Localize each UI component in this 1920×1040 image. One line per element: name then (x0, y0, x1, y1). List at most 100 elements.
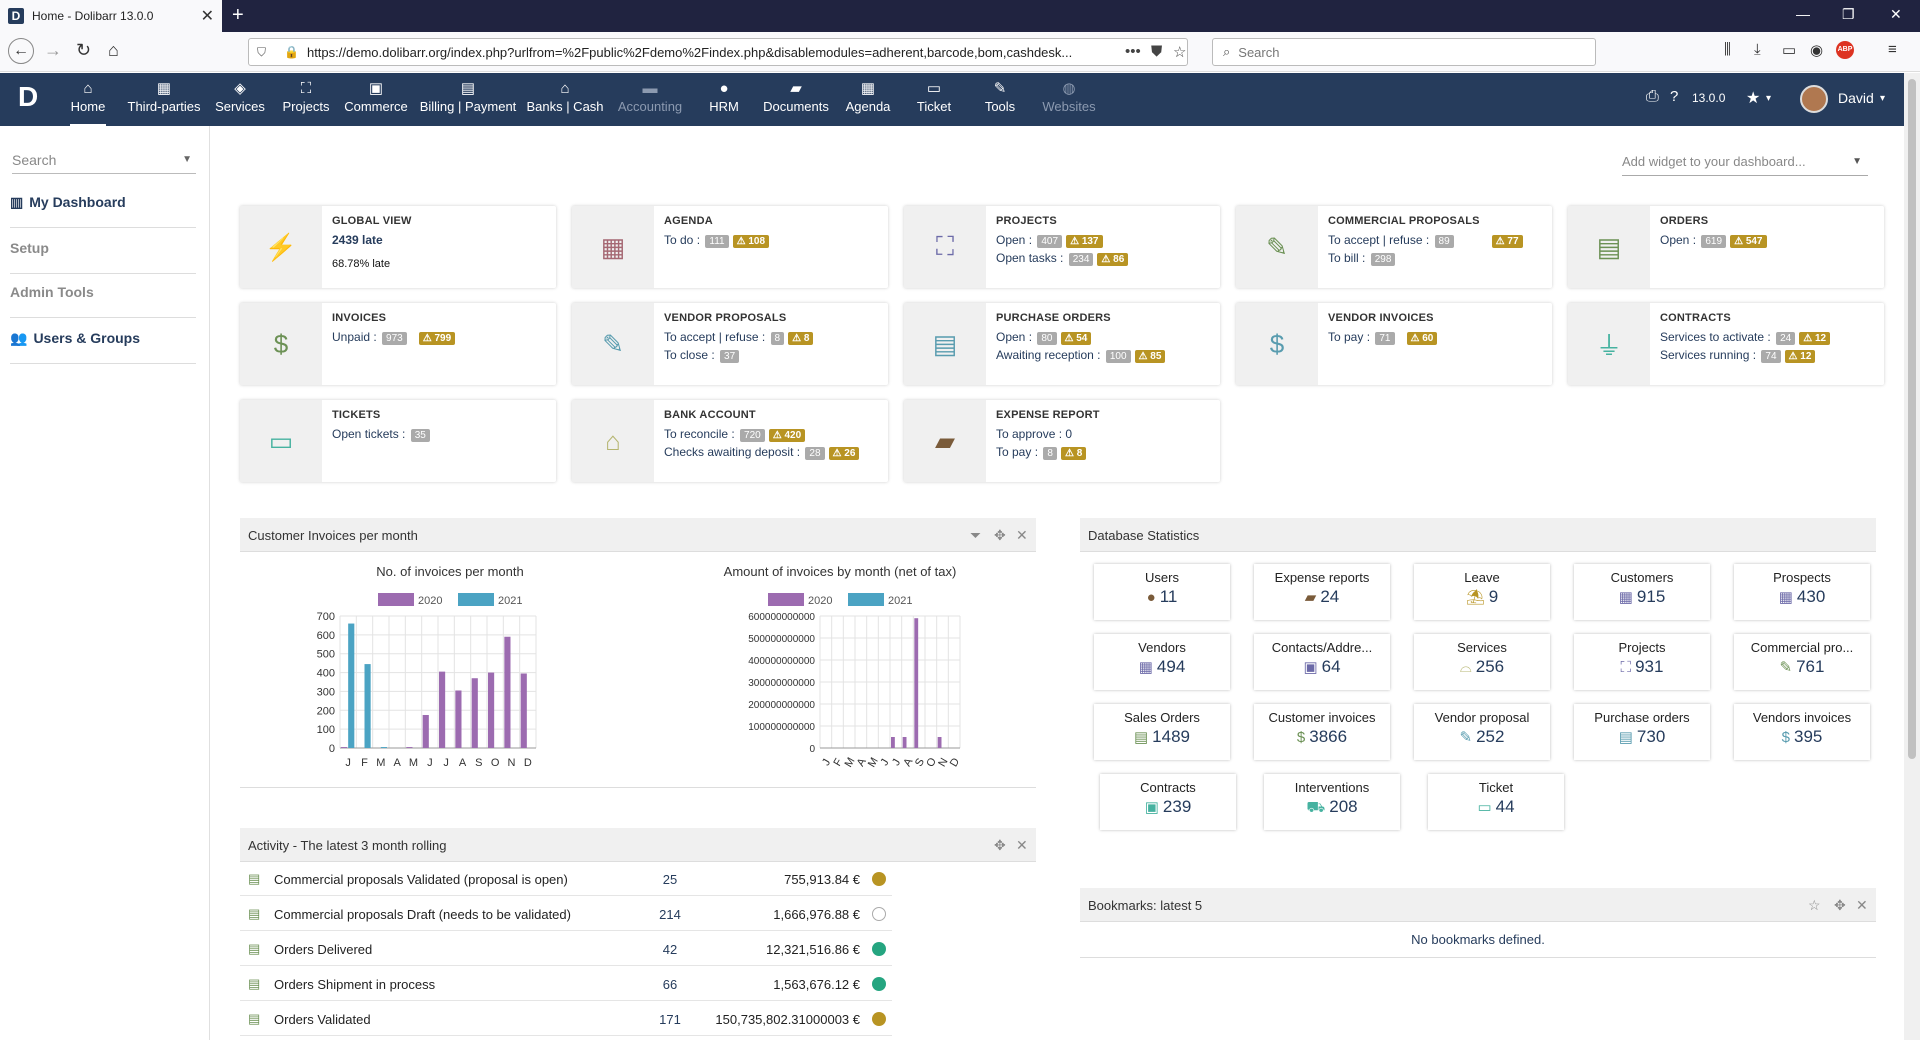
forward-icon[interactable]: → (44, 40, 62, 60)
proposals-bill-line[interactable]: To bill : 298 (1328, 251, 1396, 266)
vertical-scrollbar[interactable] (1904, 73, 1920, 1040)
move-icon[interactable]: ✥ (994, 837, 1006, 853)
menu-tools[interactable]: ✎ Tools (982, 79, 1018, 126)
menu-accounting[interactable]: ▬ Accounting (614, 79, 686, 126)
activity-label[interactable]: Commercial proposals Draft (needs to be … (274, 907, 571, 922)
stat-card[interactable]: Interventions ⛟ 208 (1264, 774, 1400, 830)
projects-open-line[interactable]: Open : 407 ⚠ 137 (996, 233, 1103, 248)
menu-hrm[interactable]: ● HRM (709, 80, 739, 114)
menu-icon[interactable]: ≡ (1888, 41, 1897, 58)
stat-card[interactable]: Ticket ▭ 44 (1428, 774, 1564, 830)
menu-projects[interactable]: ⛶ Projects (280, 79, 332, 126)
stat-card[interactable]: Vendors ▦ 494 (1094, 634, 1230, 690)
menu-ticket[interactable]: ▭ Ticket (914, 79, 954, 126)
move-icon[interactable]: ✥ (994, 527, 1006, 543)
menu-banks-cash[interactable]: ⌂ Banks | Cash (526, 80, 604, 114)
menu-websites[interactable]: ◍ Websites (1040, 79, 1098, 126)
sidebar-toggle-icon[interactable]: ▭ (1782, 42, 1797, 59)
stat-card[interactable]: Customer invoices $3866 (1254, 704, 1390, 760)
back-icon[interactable]: ← (8, 38, 34, 64)
expense-pay-line[interactable]: To pay : 8 ⚠ 8 (996, 445, 1087, 460)
adblock-icon[interactable]: ABP (1836, 41, 1854, 59)
proposals-accept-line[interactable]: To accept | refuse : 89 ⚠ 77 (1328, 233, 1523, 248)
add-widget-select[interactable]: Add widget to your dashboard... ▼ (1622, 150, 1868, 176)
tickets-open-line[interactable]: Open tickets : 35 (332, 427, 430, 442)
contracts-running-line[interactable]: Services running : 74 ⚠ 12 (1660, 348, 1816, 363)
expense-approve-line[interactable]: To approve : 0 (996, 427, 1073, 441)
sidebar-search-input[interactable]: Search ▼ (12, 148, 196, 174)
minimize-window-icon[interactable]: — (1796, 6, 1810, 22)
activity-row[interactable]: ▤ Orders Shipment in process 66 1,563,676.1… (240, 967, 892, 1001)
pocket-icon[interactable]: ⛊ (1151, 43, 1163, 60)
stat-card[interactable]: Services ⌓ 256 (1414, 634, 1550, 690)
activity-row[interactable]: ▤ Orders Validated 171 150,735,802.31000003… (240, 1002, 892, 1036)
bookmarks-star-icon[interactable]: ★ (1746, 90, 1761, 107)
browser-search-input[interactable]: ⌕ Search (1212, 38, 1596, 66)
user-chevron-down-icon[interactable]: ▾ (1880, 93, 1886, 104)
vendor-proposals-close-line[interactable]: To close : 37 (664, 348, 740, 363)
stat-card[interactable]: Vendor proposal ✎ 252 (1414, 704, 1550, 760)
restore-window-icon[interactable]: ❐ (1842, 6, 1855, 22)
activity-label[interactable]: Commercial proposals Validated (proposal… (274, 872, 568, 887)
bank-checks-line[interactable]: Checks awaiting deposit : 28 ⚠ 26 (664, 445, 860, 460)
more-actions-icon[interactable]: ••• (1125, 43, 1141, 60)
menu-third-parties[interactable]: ▦ Third-parties (127, 80, 201, 114)
stat-card[interactable]: Prospects ▦ 430 (1734, 564, 1870, 620)
menu-documents[interactable]: ▰ Documents (760, 79, 832, 126)
activity-count[interactable]: 42 (662, 942, 678, 957)
stat-card[interactable]: Expense reports ▰ 24 (1254, 564, 1390, 620)
menu-commerce[interactable]: ▣ Commerce (344, 80, 408, 114)
activity-count[interactable]: 25 (662, 872, 678, 887)
sidebar-item-users-groups[interactable]: 👥 Users & Groups (10, 318, 196, 364)
sidebar-item-my-dashboard[interactable]: ▥ My Dashboard (10, 182, 196, 228)
vendor-proposals-accept-line[interactable]: To accept | refuse : 8 ⚠ 8 (664, 330, 814, 345)
menu-home[interactable]: ⌂ Home (70, 79, 106, 126)
activity-count[interactable]: 171 (659, 1012, 681, 1027)
user-name[interactable]: David (1838, 90, 1874, 106)
bank-reconcile-line[interactable]: To reconcile : 720 ⚠ 420 (664, 427, 806, 442)
stat-card[interactable]: Leave ⛱ 9 (1414, 564, 1550, 620)
close-icon[interactable]: ✕ (1856, 897, 1868, 913)
vendor-invoices-pay-line[interactable]: To pay : 71 ⚠ 60 (1328, 330, 1438, 345)
activity-label[interactable]: Orders Delivered (274, 942, 373, 957)
bookmark-star-icon[interactable]: ☆ (1173, 44, 1187, 61)
filter-icon[interactable]: ⏷ (970, 527, 982, 543)
activity-count[interactable]: 214 (659, 907, 681, 922)
sidebar-item-setup[interactable]: Setup (10, 228, 196, 274)
purchase-orders-reception-line[interactable]: Awaiting reception : 100 ⚠ 85 (996, 348, 1166, 363)
dolibarr-logo[interactable]: D (18, 81, 39, 112)
home-icon[interactable]: ⌂ (108, 40, 119, 60)
menu-agenda[interactable]: ▦ Agenda (845, 80, 891, 114)
move-icon[interactable]: ✥ (1834, 897, 1846, 913)
new-tab-button[interactable]: + (232, 4, 244, 26)
stat-card[interactable]: Purchase orders ▤ 730 (1574, 704, 1710, 760)
star-icon[interactable]: ☆ (1808, 897, 1821, 913)
url-bar[interactable]: ⛉ 🔒 https://demo.dolibarr.org/index.php?… (248, 38, 1188, 66)
stat-card[interactable]: Vendors invoices $395 (1734, 704, 1870, 760)
scrollbar-thumb[interactable] (1908, 79, 1916, 759)
chevron-down-icon[interactable]: ▾ (1766, 93, 1772, 104)
help-icon[interactable]: ? (1670, 88, 1679, 105)
download-icon[interactable]: ⤓ (1754, 41, 1761, 58)
activity-count[interactable]: 66 (662, 977, 678, 992)
projects-tasks-line[interactable]: Open tasks : 234 ⚠ 86 (996, 251, 1129, 266)
close-window-icon[interactable]: ✕ (1890, 6, 1902, 22)
stat-card[interactable]: Sales Orders ▤ 1489 (1094, 704, 1230, 760)
activity-row[interactable]: ▤ Commercial proposals Draft (needs to be… (240, 897, 892, 931)
activity-label[interactable]: Orders Shipment in process (274, 977, 436, 992)
browser-tab[interactable]: D Home - Dolibarr 13.0.0 ✕ (0, 0, 222, 32)
close-icon[interactable]: ✕ (1016, 527, 1028, 543)
stat-card[interactable]: Users ● 11 (1094, 564, 1230, 620)
menu-services[interactable]: ◈ Services (215, 80, 265, 114)
invoices-unpaid-line[interactable]: Unpaid : 973 ⚠ 799 (332, 330, 456, 345)
agenda-todo-line[interactable]: To do : 111 ⚠ 108 (664, 233, 770, 248)
stat-card[interactable]: Customers ▦ 915 (1574, 564, 1710, 620)
close-icon[interactable]: ✕ (1016, 837, 1028, 853)
orders-open-line[interactable]: Open : 619 ⚠ 547 (1660, 233, 1767, 248)
purchase-orders-open-line[interactable]: Open : 80 ⚠ 54 (996, 330, 1092, 345)
library-icon[interactable]: ⫼ (1724, 41, 1731, 58)
account-icon[interactable]: ◉ (1810, 42, 1824, 59)
stat-card[interactable]: Contacts/Addre... ▣ 64 (1254, 634, 1390, 690)
activity-row[interactable]: ▤ Orders Delivered 42 12,321,516.86 € (240, 932, 892, 966)
stat-card[interactable]: Projects ⛶ 931 (1574, 634, 1710, 690)
